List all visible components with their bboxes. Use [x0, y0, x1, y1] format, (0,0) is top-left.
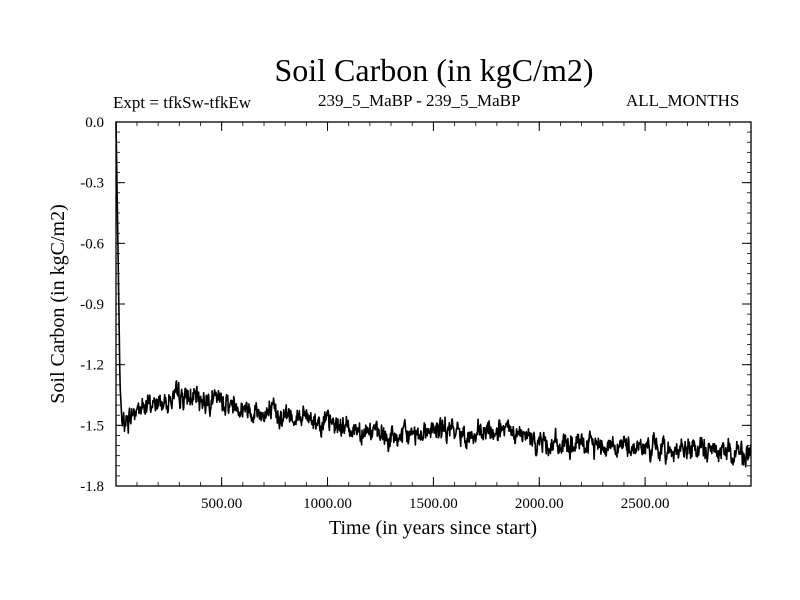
soil-carbon-series-line	[115, 121, 752, 468]
x-tick-label: 1000.00	[303, 496, 352, 512]
x-tick-label: 1500.00	[409, 496, 458, 512]
y-tick-label: -0.9	[80, 297, 104, 313]
y-tick-label: -1.8	[80, 479, 104, 495]
x-tick-label: 2000.00	[515, 496, 564, 512]
y-tick-label: -1.5	[80, 418, 104, 434]
tick-labels: 0.0 -0.3 -0.6 -0.9 -1.2 -1.5 -1.8 500.00 1000.00…	[80, 115, 669, 512]
period-label: 239_5_MaBP - 239_5_MaBP	[318, 91, 521, 110]
y-tick-label: -0.6	[80, 236, 104, 252]
plot-frame	[115, 121, 752, 487]
y-tick-label: -1.2	[80, 358, 104, 374]
y-tick-label: -0.3	[80, 176, 104, 192]
x-tick-label: 2500.00	[621, 496, 670, 512]
y-tick-label: 0.0	[85, 115, 104, 131]
y-axis-label: Soil Carbon (in kgC/m2)	[47, 204, 69, 403]
x-tick-label: 500.00	[201, 496, 242, 512]
months-label: ALL_MONTHS	[626, 91, 740, 110]
experiment-label: Expt = tfkSw-tfkEw	[113, 93, 252, 112]
chart-title: Soil Carbon (in kgC/m2)	[274, 52, 594, 88]
x-axis-label: Time (in years since start)	[329, 517, 537, 539]
series-layer	[115, 121, 752, 468]
